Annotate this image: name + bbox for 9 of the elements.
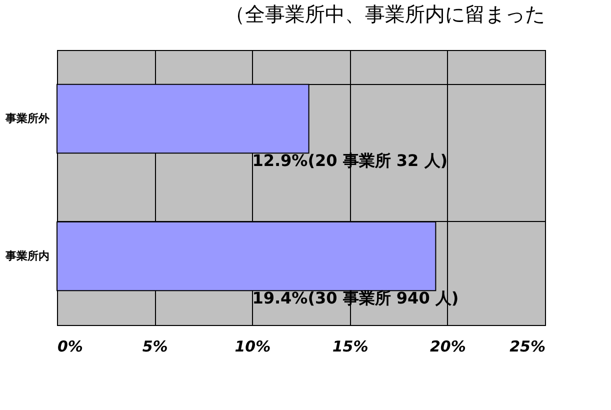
y-tick-label: 事業所内 <box>4 249 50 262</box>
chart-title: （全事業所中、事業所内に留まった <box>225 2 545 26</box>
x-tick-label: 0% <box>58 338 83 356</box>
x-tick-label: 15% <box>332 338 368 356</box>
x-tick-label: 5% <box>142 338 168 356</box>
x-tick-label: 10% <box>234 338 271 356</box>
x-tick-label: 25% <box>510 338 546 356</box>
x-tick-label: 20% <box>430 338 466 356</box>
y-tick-label: 事業所外 <box>4 112 50 125</box>
